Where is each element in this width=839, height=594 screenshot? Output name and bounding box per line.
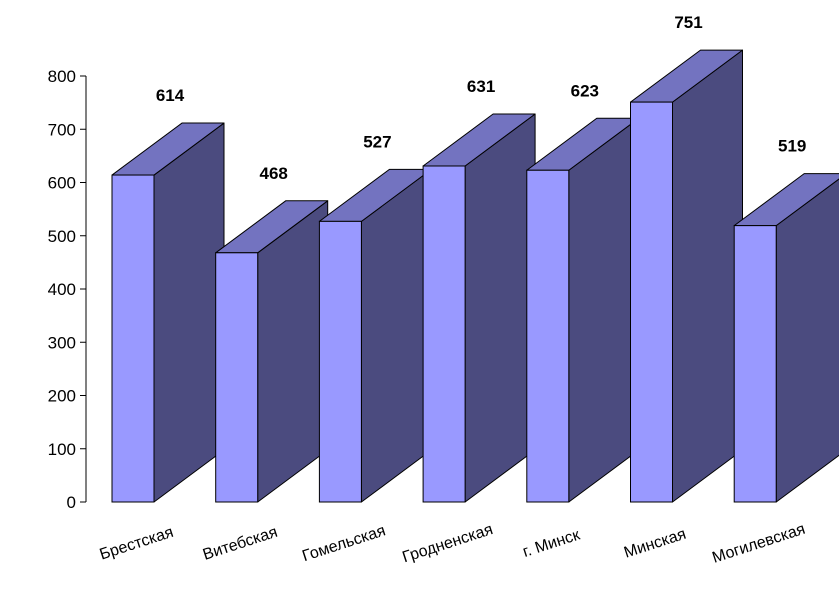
category-label: Гродненская	[400, 521, 495, 566]
bar-front	[318, 220, 362, 503]
y-tick-label: 600	[48, 174, 76, 193]
bar	[215, 200, 329, 503]
bar-front	[111, 174, 155, 503]
y-tick-label: 800	[48, 67, 76, 86]
bar-side	[153, 122, 225, 503]
value-labels: 614 468 527 631 623 751 519	[156, 13, 807, 183]
y-tick-label: 700	[48, 120, 76, 139]
y-tick-label: 300	[48, 333, 76, 352]
category-labels: Брестская Витебская Гомельская Гродненская г…	[98, 521, 808, 567]
category-label: г. Минск	[521, 526, 583, 561]
bar-front	[215, 252, 259, 503]
bar-side	[775, 178, 839, 503]
value-label: 623	[571, 81, 599, 100]
y-tick-label: 500	[48, 227, 76, 246]
bar-side	[464, 113, 536, 503]
bar-side	[257, 200, 329, 503]
bar-side	[360, 168, 432, 503]
bars	[111, 49, 839, 503]
bar	[111, 122, 225, 503]
category-label: Минская	[622, 526, 688, 562]
value-label: 519	[778, 137, 806, 156]
y-tick-label: 400	[48, 280, 76, 299]
bar	[318, 168, 432, 503]
value-label: 527	[363, 132, 391, 151]
bar	[733, 173, 839, 503]
category-label: Могилевская	[710, 521, 807, 567]
y-tick-label: 0	[67, 493, 76, 512]
bar-side	[568, 117, 640, 503]
bar-front	[526, 169, 570, 503]
bar-side	[672, 49, 743, 503]
value-label: 468	[260, 164, 288, 183]
value-label: 631	[467, 77, 495, 96]
category-label: Гомельская	[300, 522, 387, 565]
bar	[422, 113, 536, 503]
bar-front	[733, 225, 777, 503]
bar-front	[630, 101, 673, 503]
y-tick-label: 100	[48, 440, 76, 459]
value-label: 751	[674, 13, 702, 32]
value-label: 614	[156, 86, 185, 105]
category-label: Витебская	[201, 524, 280, 564]
y-tick-label: 200	[48, 387, 76, 406]
bar-front	[422, 165, 466, 503]
category-label: Брестская	[98, 524, 176, 564]
y-axis: 0 100 200 300 400 500 600 700 800	[48, 67, 87, 512]
bar	[630, 49, 743, 503]
bar	[526, 117, 640, 503]
